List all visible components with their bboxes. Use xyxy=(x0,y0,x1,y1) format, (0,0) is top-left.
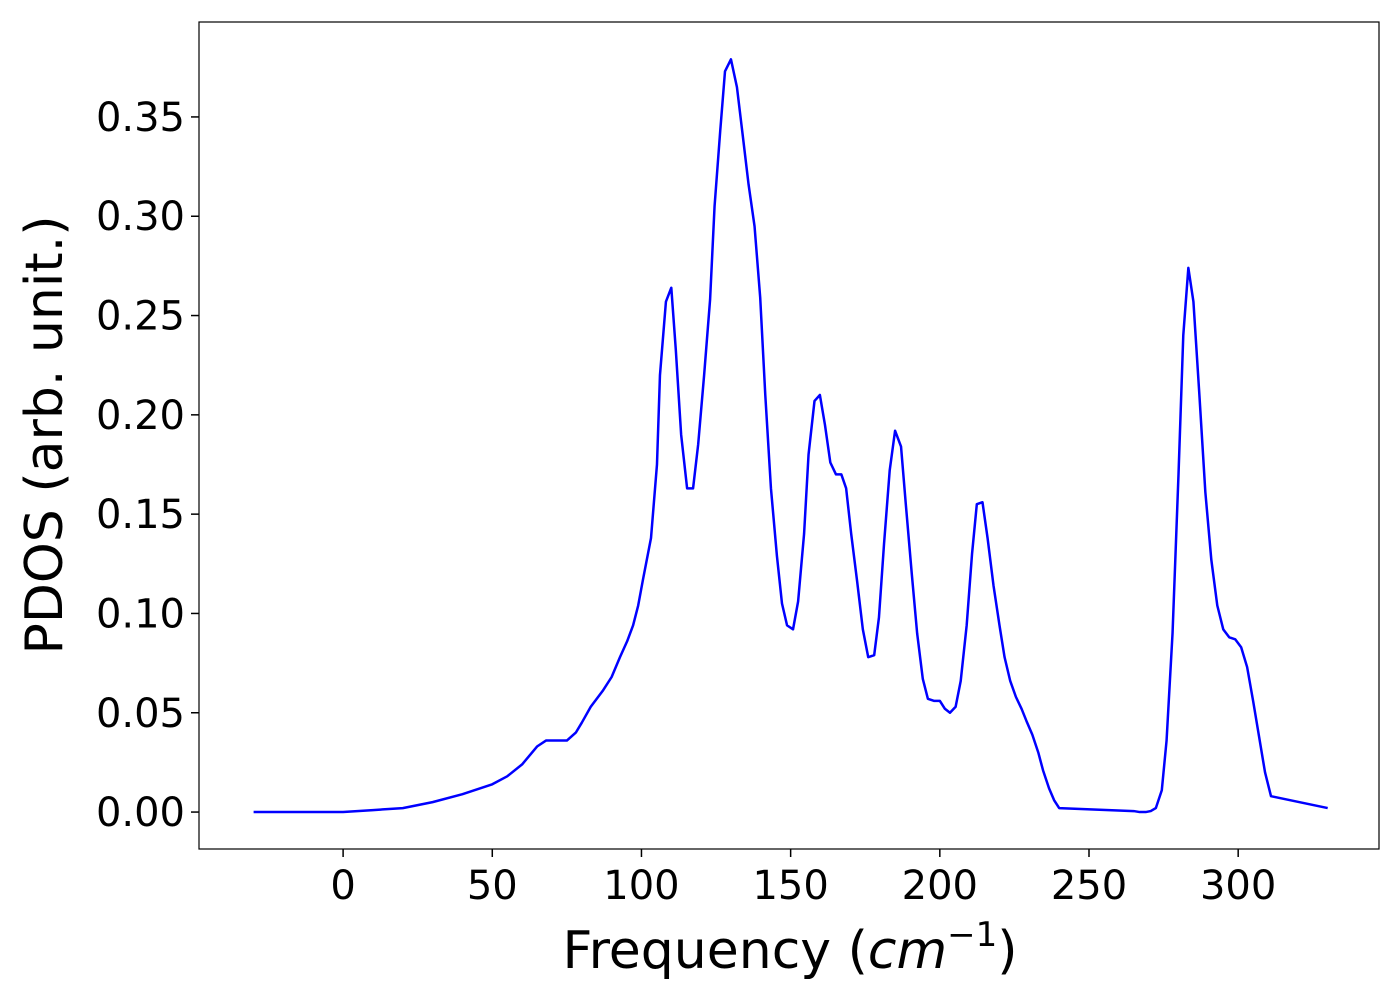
y-tick-label: 0.15 xyxy=(96,492,185,538)
y-tick-label: 0.10 xyxy=(96,591,185,637)
y-tick-label: 0.30 xyxy=(96,194,185,240)
y-axis-label: PDOS (arb. unit.) xyxy=(15,215,75,654)
y-tick-label: 0.20 xyxy=(96,393,185,439)
plot-frame xyxy=(198,21,1380,850)
y-tick-label: 0.05 xyxy=(96,691,185,737)
x-tick-label: 150 xyxy=(752,863,828,909)
x-tick-label: 200 xyxy=(902,863,978,909)
x-tick-label: 50 xyxy=(467,863,518,909)
x-tick-label: 250 xyxy=(1051,863,1127,909)
x-axis-label: Frequency (cm−1) xyxy=(562,915,1017,981)
x-tick-label: 100 xyxy=(603,863,679,909)
data-line xyxy=(253,58,1328,814)
y-tick-label: 0.25 xyxy=(96,294,185,340)
y-tick-label: 0.00 xyxy=(96,790,185,836)
x-tick-label: 0 xyxy=(330,863,355,909)
y-tick-label: 0.35 xyxy=(96,95,185,141)
x-tick-label: 300 xyxy=(1200,863,1276,909)
